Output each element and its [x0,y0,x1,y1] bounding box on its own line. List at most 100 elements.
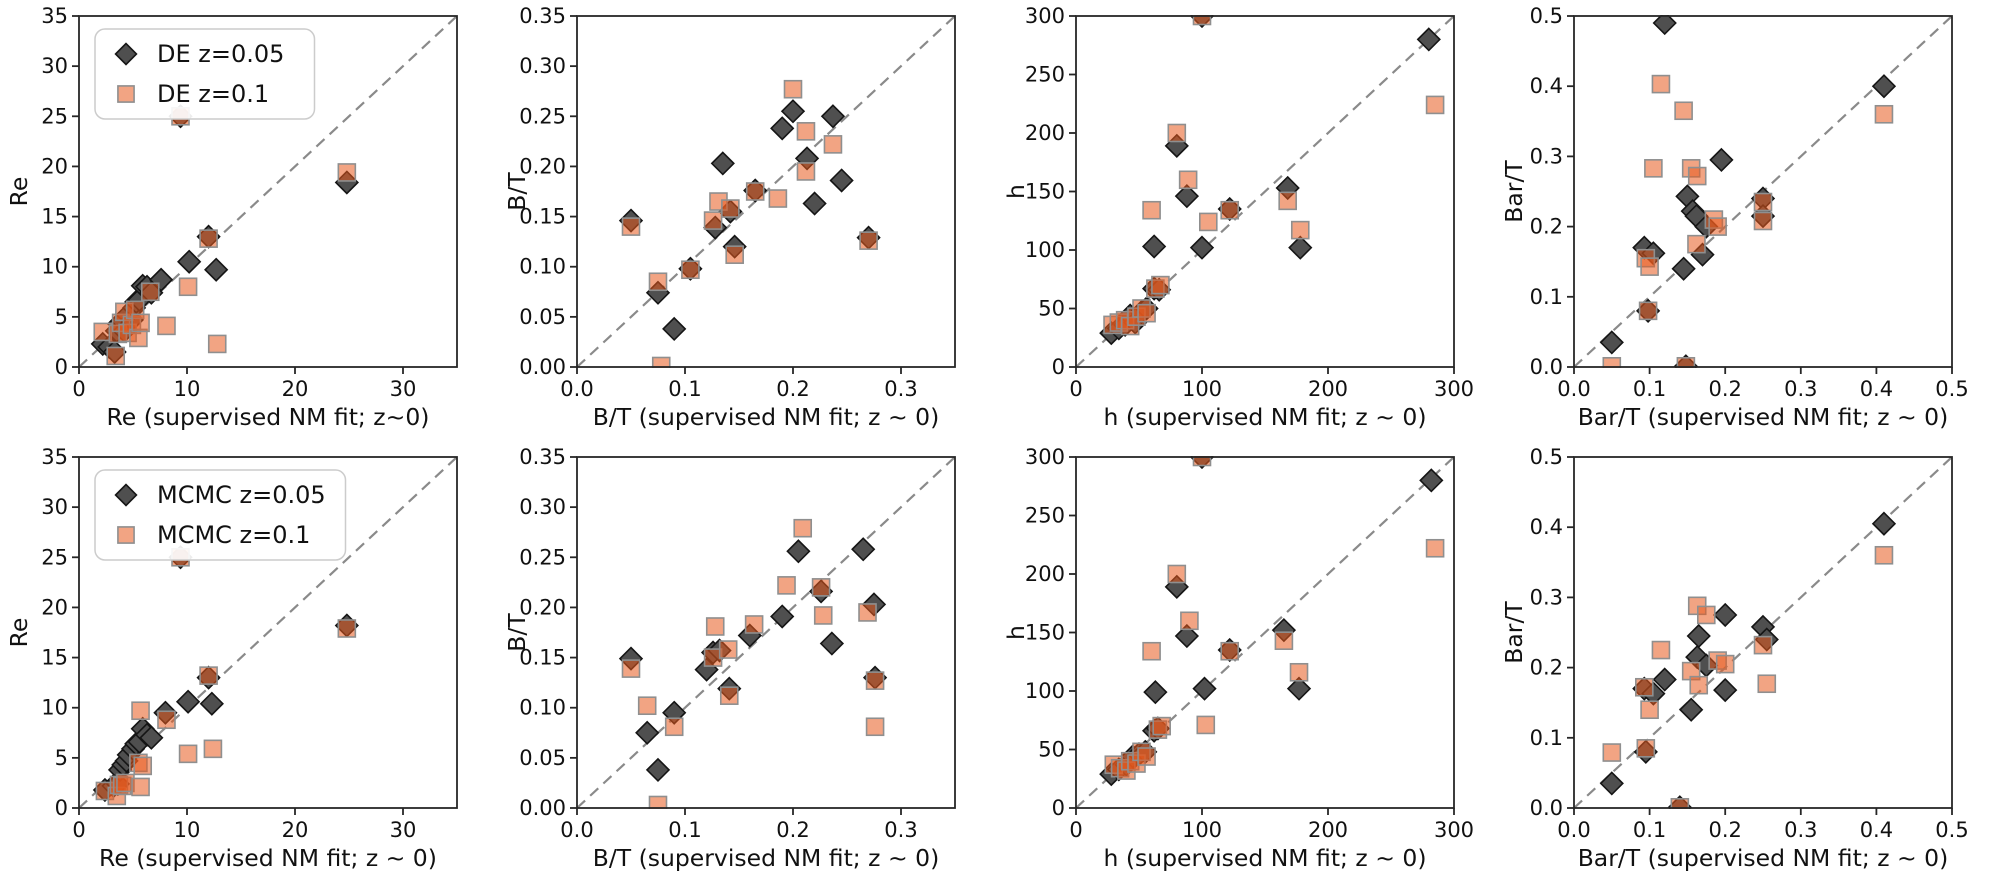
series-square [1104,456,1445,780]
marker-diamond [1686,623,1711,649]
chart-re-de: 0 10 20 30 0 5 10 15 20 25 30 35 Re (supervised NM f… [5,4,458,431]
y-tick-label: 0.3 [1530,585,1563,609]
y-tick-label: 300 [1025,445,1065,469]
marker-square [1687,234,1706,254]
x-axis-label: B/T (supervised NM fit; z ~ 0) [593,844,940,872]
marker-square [648,272,668,292]
y-tick-label: 30 [41,495,68,519]
marker-square [1753,211,1773,231]
x-tick-label: 0.1 [1633,818,1666,842]
marker-diamond [199,691,224,716]
series-square [1602,545,1894,809]
x-tick-label: 0.1 [668,818,701,842]
marker-square [337,619,357,638]
marker-diamond [780,99,806,124]
x-tick-label: 0.0 [560,818,593,842]
marker-square [1425,95,1445,115]
marker-square [1640,700,1659,720]
x-tick-label: 10 [174,818,201,842]
x-axis-label: B/T (supervised NM fit; z ~ 0) [593,403,940,431]
panel-re-de: 0 10 20 30 0 5 10 15 20 25 30 35 Re (supervised NM f… [0,0,498,445]
marker-square [858,603,877,622]
series-diamond [1599,511,1897,809]
marker-diamond [1288,235,1313,260]
marker-square [157,710,176,730]
x-tick-label: 0.0 [1557,377,1590,401]
marker-diamond [1671,256,1696,281]
marker-square [106,346,126,366]
plot-border [78,456,458,809]
marker-diamond [177,249,202,274]
x-tick-label: 0.3 [1784,818,1817,842]
plot-border [576,15,956,368]
marker-square [1644,159,1663,178]
marker-square [1274,631,1294,650]
y-tick-label: 0.30 [519,495,566,519]
marker-square [637,696,657,716]
y-axis-label: Re [5,618,33,648]
x-tick-label: 0 [72,377,85,401]
marker-square [859,231,878,250]
marker-diamond [1419,468,1444,493]
marker-square [1651,74,1671,94]
marker-diamond [1143,680,1168,705]
identity-line [78,15,458,368]
series-diamond [1599,15,1897,368]
x-tick-label: 200 [1308,377,1348,401]
marker-diamond [1679,697,1704,722]
marker-diamond [819,631,845,656]
marker-diamond [1174,184,1200,209]
x-tick-label: 20 [282,818,309,842]
marker-square [703,211,723,230]
y-tick-label: 0.10 [519,696,566,720]
marker-diamond [1871,511,1897,536]
marker-diamond [204,257,229,282]
series-square [621,79,878,368]
marker-diamond [770,116,795,141]
marker-square [131,313,150,333]
y-tick-label: 0.5 [1530,4,1563,28]
x-tick-label: 0 [1069,377,1082,401]
marker-diamond [1871,74,1897,99]
y-tick-label: 0.30 [519,54,566,78]
marker-square [1178,170,1198,190]
y-tick-label: 100 [1025,238,1065,262]
chart-bart-mcmc: 0.0 0.1 0.2 0.3 0.4 0.50.00.10.20.30.40.5Bar/… [1500,445,1969,872]
y-tick-label: 300 [1025,4,1065,28]
marker-square [1874,545,1894,565]
chart-bart-de: 0.0 0.1 0.2 0.3 0.4 0.50.00.10.20.30.40.5Bar/… [1500,4,1969,431]
y-tick-label: 5 [55,305,68,329]
marker-square [337,163,357,182]
y-tick-label: 0.15 [519,205,566,229]
panel-h-de: 0 100 200 300 0 50 100 150 200 250 300 h (supervise… [997,0,1495,445]
marker-diamond [1174,623,1200,649]
identity-line [576,456,956,809]
marker-diamond [851,537,876,562]
marker-square [1602,743,1622,762]
marker-square [621,217,641,236]
marker-square [777,576,796,595]
marker-square [1152,716,1171,736]
marker-square [1278,191,1297,211]
chart-re-mcmc: 0 10 20 30 0 5 10 15 20 25 30 35 Re (supervised NM f… [5,445,458,872]
marker-square [651,356,671,368]
marker-square [1167,123,1187,143]
marker-square [199,666,218,685]
y-tick-label: 250 [1025,63,1065,87]
marker-square [207,334,227,354]
marker-square [1220,200,1240,220]
marker-square [1167,564,1187,584]
marker-diamond [1141,234,1167,259]
marker-square [1635,677,1654,697]
x-axis-label: Bar/T (supervised NM fit; z ~ 0) [1578,844,1949,872]
marker-square [796,122,816,141]
marker-square [1137,303,1156,323]
y-tick-label: 15 [41,646,68,670]
marker-square [664,717,684,737]
marker-square [705,617,725,636]
y-tick-label: 25 [41,545,68,569]
y-tick-label: 0.0 [1530,796,1563,820]
marker-square [648,795,668,809]
y-tick-label: 0.35 [519,4,566,28]
y-tick-label: 150 [1025,180,1065,204]
